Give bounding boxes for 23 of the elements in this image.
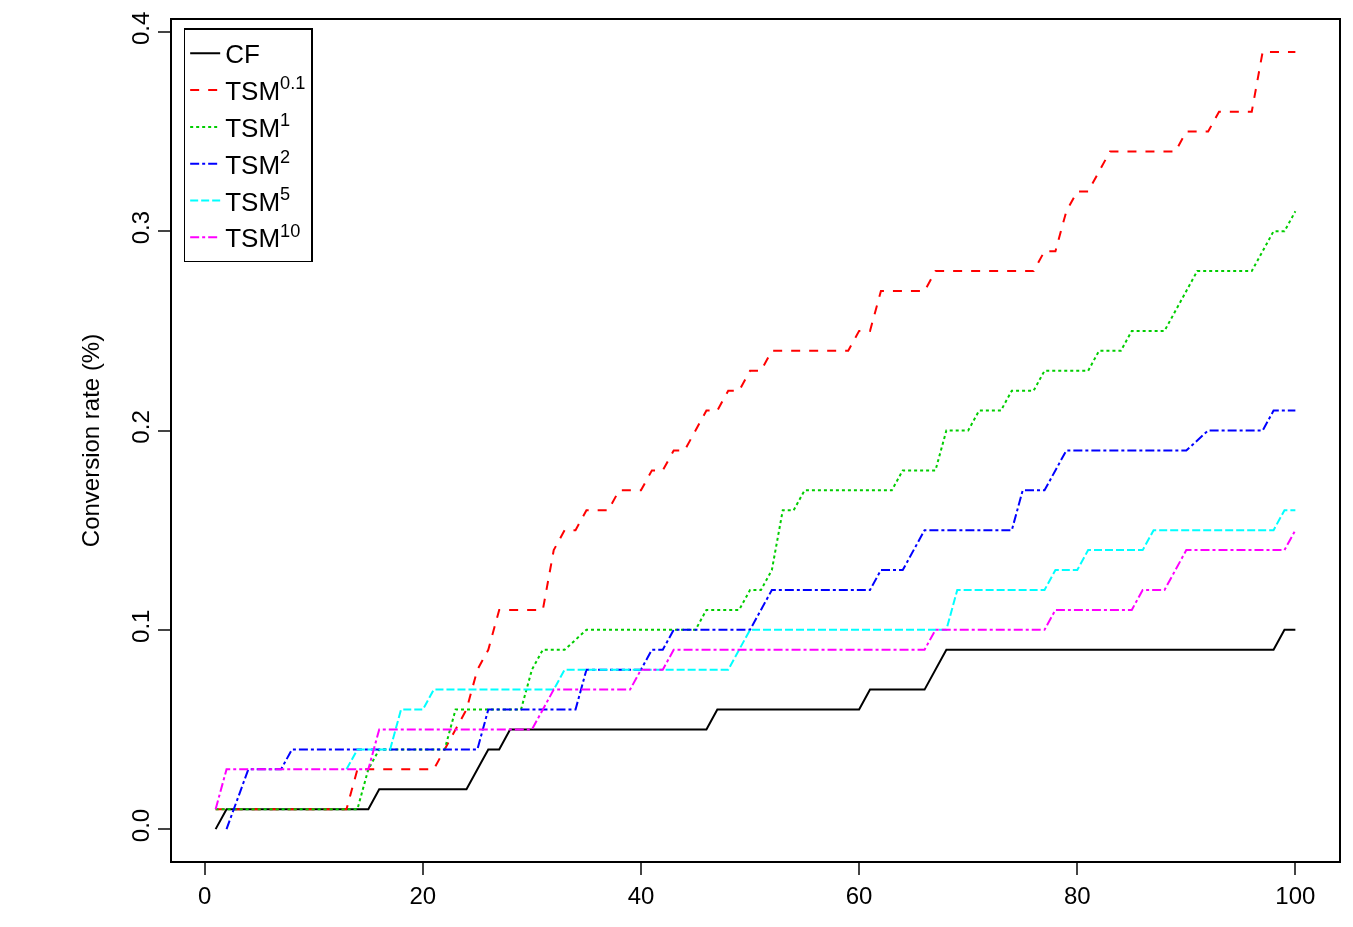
x-tick-label: 100 xyxy=(1275,881,1316,909)
x-tick-label: 40 xyxy=(627,881,655,909)
legend-label: TSM$^{5}$ xyxy=(225,183,291,217)
line-series xyxy=(345,509,1297,771)
y-tick-label: 0.3 xyxy=(126,210,154,245)
legend-label: TSM$^{0.1}$ xyxy=(225,73,306,107)
legend-label: TSM$^{10}$ xyxy=(225,220,301,254)
x-tick-label: 20 xyxy=(409,881,437,909)
y-axis-title: Conversion rate (%) xyxy=(77,333,105,548)
x-tick-label: 0 xyxy=(198,881,212,909)
y-tick-label: 0.4 xyxy=(126,11,154,46)
line-series xyxy=(225,409,1297,831)
x-tick-label: 80 xyxy=(1063,881,1091,909)
legend-label: CF xyxy=(225,39,260,70)
y-tick-label: 0.1 xyxy=(126,609,154,643)
line-series xyxy=(214,529,1297,811)
legend-label: TSM$^{2}$ xyxy=(225,146,291,180)
legend-label: TSM$^{1}$ xyxy=(225,110,291,144)
y-tick-label: 0.0 xyxy=(126,808,154,843)
y-tick-label: 0.2 xyxy=(126,410,154,444)
x-tick-label: 60 xyxy=(845,881,873,909)
line-series xyxy=(214,628,1297,831)
line-series xyxy=(214,210,1297,811)
